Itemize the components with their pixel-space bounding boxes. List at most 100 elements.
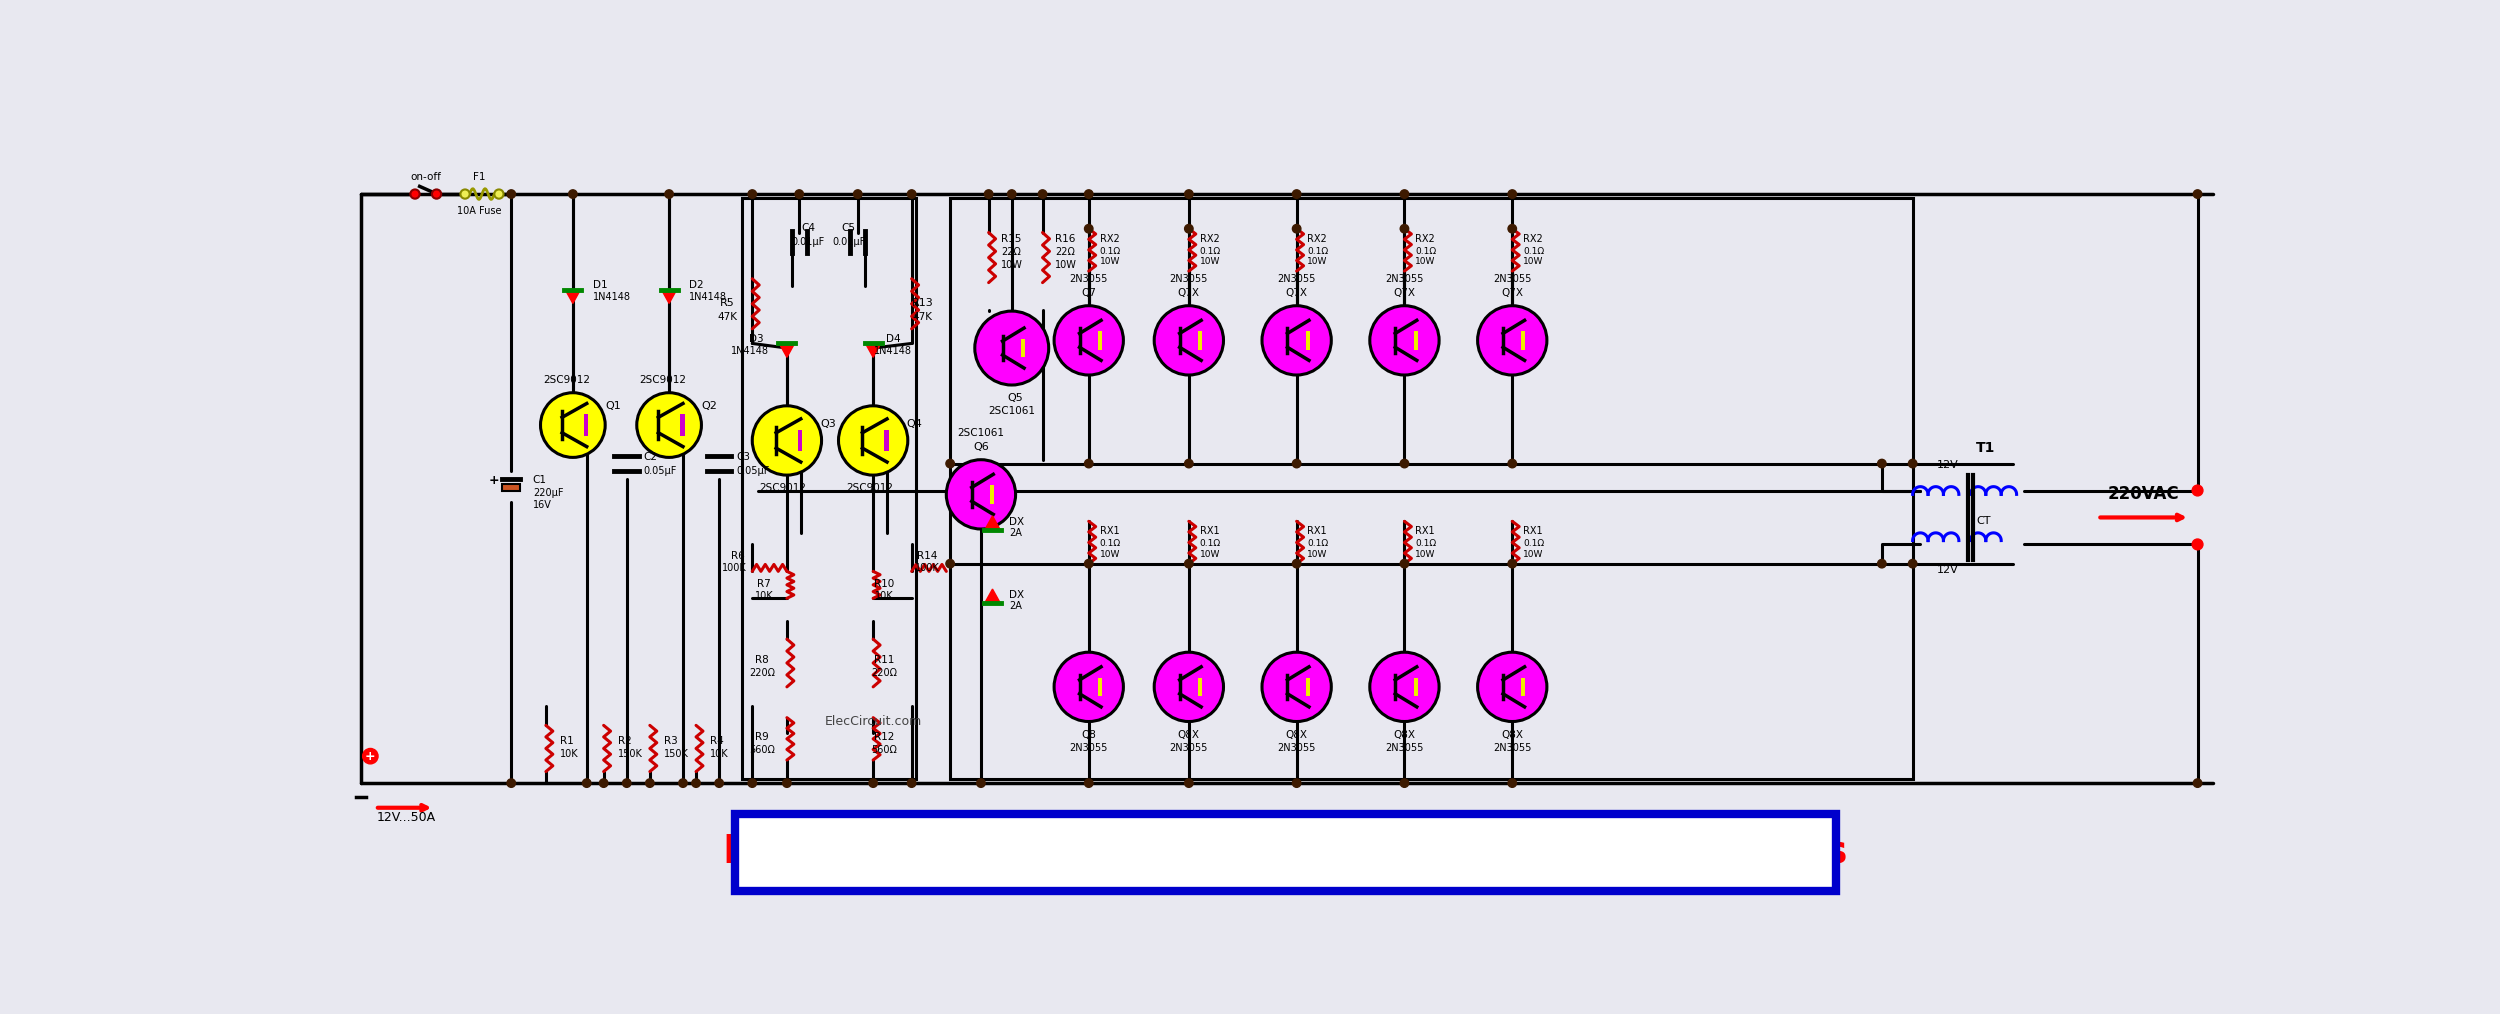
Circle shape [1185, 560, 1192, 568]
Text: C5: C5 [842, 223, 855, 233]
Text: 220VAC: 220VAC [2108, 486, 2180, 503]
Text: 12V: 12V [1938, 460, 1958, 470]
Bar [950, 198, 1912, 780]
Circle shape [1185, 190, 1192, 199]
Text: Q7X: Q7X [1500, 288, 1522, 298]
Text: R2: R2 [618, 736, 632, 745]
Text: 0.1Ω: 0.1Ω [1415, 539, 1437, 549]
Text: 560Ω: 560Ω [870, 745, 897, 755]
Text: F1: F1 [472, 172, 485, 183]
Text: RX1: RX1 [1200, 526, 1220, 536]
Circle shape [1185, 779, 1192, 787]
Text: R15: R15 [1000, 233, 1022, 243]
Text: 2SC9012: 2SC9012 [640, 375, 688, 385]
Circle shape [362, 748, 378, 764]
Circle shape [460, 190, 470, 199]
Text: 10W: 10W [1308, 550, 1328, 559]
Text: D4: D4 [885, 334, 900, 344]
Circle shape [1085, 779, 1092, 787]
Circle shape [1508, 459, 1518, 467]
Circle shape [1038, 190, 1048, 199]
Bar [742, 198, 915, 780]
Text: R1: R1 [560, 736, 572, 745]
Text: on-off: on-off [410, 172, 440, 183]
Circle shape [600, 779, 608, 787]
Circle shape [568, 190, 578, 199]
Circle shape [1085, 190, 1092, 199]
Text: 2A: 2A [1010, 528, 1022, 537]
Circle shape [1878, 560, 1885, 568]
Circle shape [748, 779, 758, 787]
Text: 10K: 10K [875, 591, 892, 601]
Circle shape [1400, 190, 1408, 199]
Text: Q8: Q8 [1082, 730, 1095, 739]
Text: R11: R11 [872, 655, 895, 665]
Text: 2N3055: 2N3055 [1170, 274, 1208, 284]
Circle shape [748, 190, 758, 199]
Text: 10W: 10W [1415, 258, 1435, 267]
Text: 2N3055: 2N3055 [1278, 743, 1315, 753]
Text: 0.1Ω: 0.1Ω [1200, 246, 1220, 256]
Circle shape [1085, 560, 1092, 568]
Text: 100K: 100K [722, 563, 748, 573]
Text: 12V: 12V [1938, 565, 1958, 575]
Text: 10W: 10W [1308, 258, 1328, 267]
Text: +: + [490, 474, 500, 487]
Circle shape [1400, 779, 1408, 787]
Text: 0.1Ω: 0.1Ω [1308, 539, 1328, 549]
Circle shape [1185, 459, 1192, 467]
Text: Q7X: Q7X [1178, 288, 1200, 298]
Text: RX2: RX2 [1200, 233, 1220, 243]
Text: 2SC1061: 2SC1061 [958, 428, 1005, 438]
Bar [1412, 332, 1417, 350]
Bar [680, 415, 685, 436]
Bar [1522, 332, 1525, 350]
Circle shape [908, 779, 915, 787]
Text: 16V: 16V [532, 500, 552, 510]
Text: 2N3055: 2N3055 [1385, 743, 1422, 753]
Text: 220μF: 220μF [532, 488, 562, 498]
Circle shape [1292, 224, 1300, 233]
Polygon shape [865, 344, 880, 357]
Text: Q8X: Q8X [1178, 730, 1200, 739]
Polygon shape [662, 290, 678, 303]
Text: 1N4148: 1N4148 [875, 346, 912, 356]
Circle shape [495, 190, 502, 199]
Circle shape [1008, 190, 1015, 199]
Text: 10K: 10K [560, 749, 578, 758]
Circle shape [870, 779, 877, 787]
Text: C2: C2 [642, 452, 658, 462]
Text: R7: R7 [758, 579, 770, 589]
Text: 220Ω: 220Ω [750, 668, 775, 678]
Circle shape [1508, 779, 1518, 787]
Text: 0.1Ω: 0.1Ω [1200, 539, 1220, 549]
Text: 10W: 10W [1415, 550, 1435, 559]
Text: RX1: RX1 [1100, 526, 1120, 536]
Circle shape [1262, 652, 1332, 722]
Text: 2N3055: 2N3055 [1492, 743, 1532, 753]
Text: D3: D3 [750, 334, 762, 344]
Text: RX2: RX2 [1522, 233, 1542, 243]
Circle shape [540, 392, 605, 457]
Text: 2A: 2A [1010, 601, 1022, 611]
Text: 2SC1061: 2SC1061 [988, 407, 1035, 416]
Text: Q7X: Q7X [1285, 288, 1308, 298]
Text: 2N3055: 2N3055 [1070, 743, 1108, 753]
Text: 22Ω: 22Ω [1000, 246, 1020, 257]
Circle shape [1400, 224, 1408, 233]
Polygon shape [985, 516, 1000, 529]
Circle shape [715, 779, 722, 787]
Text: 10W: 10W [1200, 258, 1220, 267]
Circle shape [985, 190, 992, 199]
Bar [503, 484, 520, 491]
Text: 150K: 150K [618, 749, 642, 758]
Text: +: + [365, 749, 375, 763]
Circle shape [1085, 224, 1092, 233]
Text: R4: R4 [710, 736, 722, 745]
Text: 12V...50A: 12V...50A [378, 811, 435, 824]
Circle shape [1292, 779, 1300, 787]
Circle shape [582, 779, 590, 787]
Text: DX: DX [1010, 517, 1025, 527]
Text: 10A Fuse: 10A Fuse [458, 206, 503, 216]
Circle shape [1478, 652, 1548, 722]
